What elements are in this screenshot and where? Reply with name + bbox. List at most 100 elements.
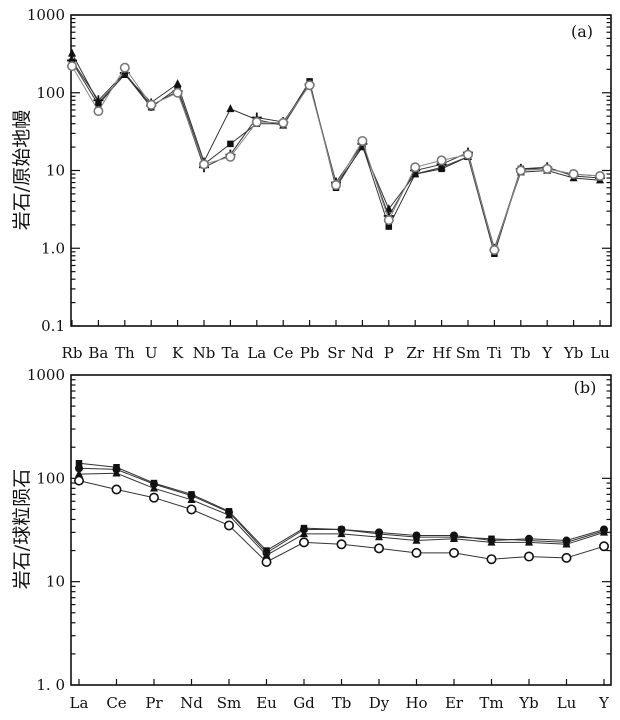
data-point [487, 537, 496, 546]
data-point [225, 510, 233, 519]
data-point [119, 62, 130, 73]
data-point [93, 95, 104, 106]
y-tick-label: 10 [46, 162, 65, 180]
x-tick-label: Sm [217, 694, 242, 712]
data-point [412, 531, 421, 540]
series-line [78, 480, 605, 563]
x-tick-label: Tb [511, 344, 531, 362]
series-3 [74, 475, 609, 567]
data-point [93, 106, 104, 117]
data-point [278, 117, 289, 128]
data-point [199, 159, 210, 170]
series-2 [75, 468, 608, 559]
y-tick-label: 100 [36, 469, 65, 487]
x-tick-label: Ti [487, 344, 502, 362]
data-point [357, 135, 368, 146]
data-point [298, 537, 309, 548]
data-point [224, 520, 235, 531]
y-tick-label: 0.1 [41, 317, 65, 335]
data-point [68, 48, 76, 57]
x-tick-label: Nd [351, 344, 374, 362]
x-tick-label: Eu [256, 694, 277, 712]
panel-label: (b) [574, 378, 597, 397]
x-tick-label: Ba [88, 344, 108, 362]
data-point [75, 469, 83, 478]
x-tick-label: Y [598, 694, 610, 712]
data-point [462, 149, 473, 160]
data-point [67, 61, 78, 72]
data-point [149, 492, 160, 503]
x-tick-label: Dy [369, 694, 390, 712]
plot-frame [70, 14, 612, 327]
y-tick-label: 10 [46, 573, 65, 591]
data-point [594, 170, 605, 181]
x-tick-label: Gd [293, 694, 315, 712]
data-point [412, 535, 421, 544]
x-tick-label: K [172, 344, 184, 362]
data-point [146, 99, 157, 110]
data-point [450, 533, 458, 542]
y-tick-label: 1000 [27, 6, 65, 24]
data-point [112, 468, 121, 477]
panel-label: (a) [571, 22, 593, 41]
data-point [187, 494, 196, 503]
series-2 [67, 55, 605, 255]
data-point [337, 529, 346, 538]
x-tick-label: Ce [273, 344, 293, 362]
data-point [111, 484, 122, 495]
data-point [186, 504, 197, 515]
data-point [600, 527, 608, 536]
data-point [75, 459, 83, 467]
data-point [74, 475, 85, 486]
y-axis-label: 岩石/原始地幔 [11, 110, 33, 230]
x-tick-label: Tb [332, 694, 352, 712]
x-tick-label: U [145, 344, 158, 362]
data-point [383, 215, 394, 226]
y-tick-label: 1. 0 [36, 676, 65, 694]
series-line [71, 60, 601, 252]
data-point [304, 80, 315, 91]
data-point [561, 552, 572, 563]
data-point [150, 483, 158, 492]
x-tick-label: Ta [222, 344, 240, 362]
data-point [489, 244, 500, 255]
x-tick-label: Pr [145, 694, 163, 712]
y-axis-label: 岩石/球粒陨石 [11, 469, 33, 589]
series-line [71, 53, 601, 250]
data-point [385, 223, 393, 230]
data-point [568, 169, 579, 180]
data-point [227, 140, 234, 148]
data-point [300, 529, 308, 538]
data-point [375, 532, 383, 541]
x-tick-label: Y [541, 344, 553, 362]
chart-panel-b: 1. 0 10 100 1000 La Ce Pr Nd Sm Eu Gd Tb Dy Ho Er Tm Yb L… [11, 366, 612, 712]
data-point [523, 551, 534, 562]
x-tick-label: Er [445, 694, 464, 712]
data-point [542, 163, 553, 174]
x-tick-label: Lu [557, 694, 577, 712]
data-point [261, 556, 272, 567]
data-point [486, 554, 497, 565]
x-tick-label: Ho [405, 694, 427, 712]
x-tick-label: La [247, 344, 266, 362]
data-point [436, 155, 447, 166]
x-tick-label: Ce [106, 694, 126, 712]
data-point [410, 162, 421, 173]
x-tick-label: Zr [406, 344, 424, 362]
x-tick-label: Sm [456, 344, 481, 362]
x-tick-label: Nd [180, 694, 203, 712]
series-1 [68, 48, 604, 252]
data-point [226, 104, 235, 113]
x-tick-label: Lu [590, 344, 610, 362]
y-tick-label: 100 [36, 84, 65, 102]
x-tick-label: Hf [432, 344, 452, 362]
x-tick-label: P [384, 344, 394, 362]
data-point [448, 547, 459, 558]
x-tick-label: Nb [193, 344, 216, 362]
series-line [71, 61, 601, 256]
x-tick-label: Th [115, 344, 135, 362]
data-point [373, 543, 384, 554]
data-point [262, 550, 271, 559]
data-point [525, 537, 533, 546]
data-point [336, 539, 347, 550]
